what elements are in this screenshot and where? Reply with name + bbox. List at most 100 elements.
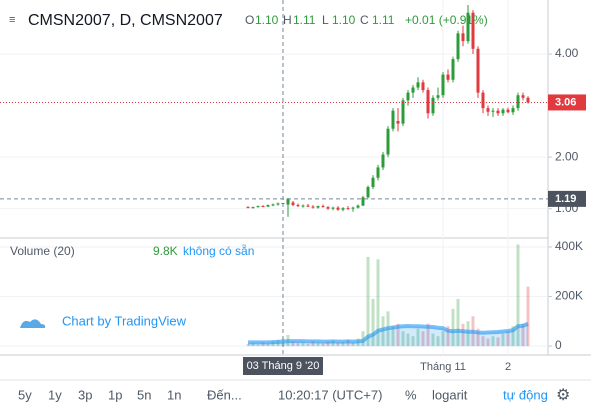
volume-bar [256, 344, 260, 347]
toolbar-button[interactable]: logarit [432, 387, 468, 402]
volume-bar [336, 343, 340, 347]
volume-bar [411, 336, 415, 347]
candle-body [496, 110, 500, 114]
volume-bar [321, 343, 325, 347]
volume-bar [441, 331, 445, 347]
volume-bar [351, 342, 355, 347]
candle-body [456, 33, 460, 60]
settings-icon[interactable]: ⚙ [556, 387, 570, 404]
toolbar-button[interactable]: Đến... [207, 387, 242, 402]
candle-body [481, 92, 485, 109]
legend-h-value: 1.11 [293, 13, 316, 27]
volume-bar [376, 259, 380, 347]
candle-body [316, 206, 320, 208]
candle-body [291, 202, 295, 206]
volume-bar [506, 331, 510, 347]
candle-body [521, 95, 525, 98]
volume-bar [266, 343, 270, 347]
volume-bar [316, 342, 320, 347]
candle-body [266, 205, 270, 207]
volume-bar [516, 244, 520, 347]
legend-h: H [283, 13, 292, 27]
volume-bar [246, 344, 250, 347]
candle-body [511, 108, 515, 113]
volume-bar [366, 256, 370, 347]
candle-body [326, 207, 330, 209]
volume-bar [451, 308, 455, 347]
candle-body [286, 198, 290, 205]
volume-legend-name: Volume (20) [10, 244, 75, 258]
volume-bar [501, 333, 505, 347]
toolbar-button[interactable]: 1n [167, 387, 181, 402]
toolbar-button[interactable]: 10:20:17 (UTC+7) [278, 387, 382, 402]
candle-body [406, 92, 410, 101]
y-tick-label: 2.00 [555, 149, 579, 163]
candle-body [441, 74, 445, 96]
toolbar-button[interactable]: tự động [503, 387, 548, 402]
candle-body [506, 109, 510, 113]
volume-bar [486, 338, 490, 347]
candle-body [261, 206, 265, 208]
candle-body [376, 167, 380, 178]
crosshair-price-box [548, 190, 586, 207]
toolbar-button[interactable]: 1y [48, 387, 62, 402]
legend-l-value: 1.10 [332, 13, 356, 27]
candle-body [411, 87, 415, 93]
chart-title: CMSN2007, D, CMSN2007 [28, 12, 223, 29]
volume-bar [301, 342, 305, 347]
volume-bar [526, 286, 530, 347]
candle-body [451, 59, 455, 80]
volume-bar [406, 333, 410, 347]
volume-bar [421, 331, 425, 347]
volume-bar [436, 336, 440, 347]
candle-body [431, 97, 435, 114]
volume-y-tick-label: 200K [555, 289, 583, 303]
candle-body [421, 82, 425, 91]
crosshair-time-box [243, 357, 323, 375]
candle-body [296, 205, 300, 207]
watermark-logo [20, 319, 46, 328]
volume-bar [491, 336, 495, 347]
volume-bar [476, 328, 480, 347]
menu-icon[interactable]: ≡ [9, 14, 15, 26]
volume-bar [401, 331, 405, 347]
price-layer [0, 0, 548, 355]
candle-body [346, 208, 350, 210]
crosshair-price-label: 1.19 [555, 193, 576, 205]
volume-bar [396, 323, 400, 347]
candle-body [471, 12, 475, 49]
toolbar-button[interactable]: 5n [137, 387, 151, 402]
candle-body [371, 177, 375, 188]
candle-body [276, 203, 280, 205]
toolbar-button[interactable]: 1p [108, 387, 122, 402]
watermark[interactable]: Chart by TradingView [62, 313, 187, 328]
x-tick-label: 2 [505, 361, 511, 373]
volume-bar [496, 337, 500, 347]
toolbar-button[interactable]: % [405, 387, 417, 402]
candle-body [501, 109, 505, 114]
candle-body [361, 197, 365, 206]
volume-bar [521, 323, 525, 347]
volume-y-tick-label: 400K [555, 239, 583, 253]
crosshair-time-label: 03 Tháng 9 '20 [247, 360, 320, 372]
volume-bar [446, 326, 450, 347]
candle-body [486, 108, 490, 112]
candle-body [366, 187, 370, 198]
toolbar-button[interactable]: 3p [78, 387, 92, 402]
y-tick-label: 4.00 [555, 46, 579, 60]
candle-body [336, 207, 340, 210]
toolbar-button[interactable]: 5y [18, 387, 32, 402]
volume-ma-line [248, 321, 529, 345]
volume-bar [371, 298, 375, 347]
volume-y-tick-label: 0 [555, 338, 562, 352]
volume-legend-value: 9.8K [153, 244, 178, 258]
volume-bar [461, 323, 465, 347]
candle-body [401, 100, 405, 124]
legend-change: +0.01 (+0.91%) [405, 13, 488, 27]
candle-body [321, 206, 325, 208]
candle-body [391, 110, 395, 129]
volume-bar [416, 328, 420, 347]
volume-bar [296, 343, 300, 347]
